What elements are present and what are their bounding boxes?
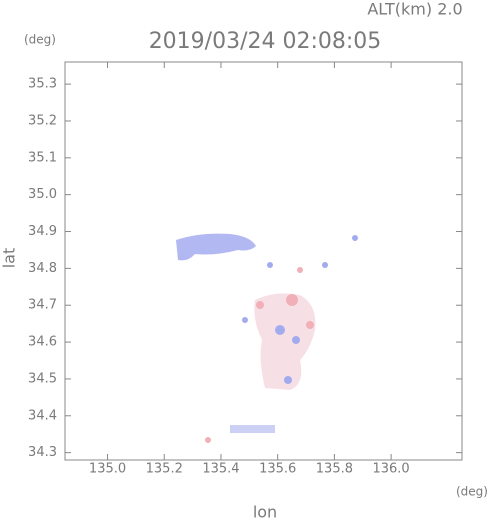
y-tick-label: 34.9: [28, 224, 57, 239]
y-tick-label: 34.6: [28, 335, 57, 350]
echo-spot: [256, 301, 264, 309]
altitude-label: ALT(km) 2.0: [367, 0, 462, 19]
x-tick-label: 135.2: [146, 462, 183, 477]
x-tick-label: 135.8: [316, 462, 353, 477]
y-unit: (deg): [24, 33, 56, 47]
echo-spot: [322, 262, 328, 268]
y-tick-label: 34.3: [28, 445, 57, 460]
echo-spot: [205, 437, 211, 443]
echo-spot: [267, 262, 273, 268]
echo-spot: [242, 317, 248, 323]
echo-region: [254, 293, 316, 390]
echo-spot: [284, 376, 292, 384]
echo-spot: [286, 294, 298, 306]
x-tick-label: 135.0: [89, 462, 126, 477]
x-unit: (deg): [456, 485, 488, 499]
y-tick-label: 35.2: [28, 113, 57, 128]
y-tick-label: 34.4: [28, 408, 57, 423]
chart-title: 2019/03/24 02:08:05: [149, 29, 382, 54]
y-tick-label: 35.3: [28, 77, 57, 92]
y-tick-label: 34.8: [28, 261, 57, 276]
echo-spot: [292, 336, 300, 344]
y-tick-label: 35.0: [28, 187, 57, 202]
x-tick-label: 135.6: [259, 462, 296, 477]
x-tick-label: 136.0: [372, 462, 409, 477]
y-axis-label: lat: [0, 248, 19, 269]
x-tick-label: 135.4: [202, 462, 239, 477]
echo-spot: [297, 267, 303, 273]
x-axis-label: lon: [253, 503, 277, 522]
plot-frame: [64, 61, 463, 461]
y-tick-label: 34.5: [28, 371, 57, 386]
y-tick-label: 34.7: [28, 298, 57, 313]
echo-region: [176, 233, 256, 261]
echo-spot: [306, 321, 314, 329]
radar-echoes: [176, 233, 358, 443]
y-tick-label: 35.1: [28, 150, 57, 165]
echo-spot: [275, 325, 285, 335]
echo-region: [230, 425, 275, 433]
echo-spot: [352, 235, 358, 241]
